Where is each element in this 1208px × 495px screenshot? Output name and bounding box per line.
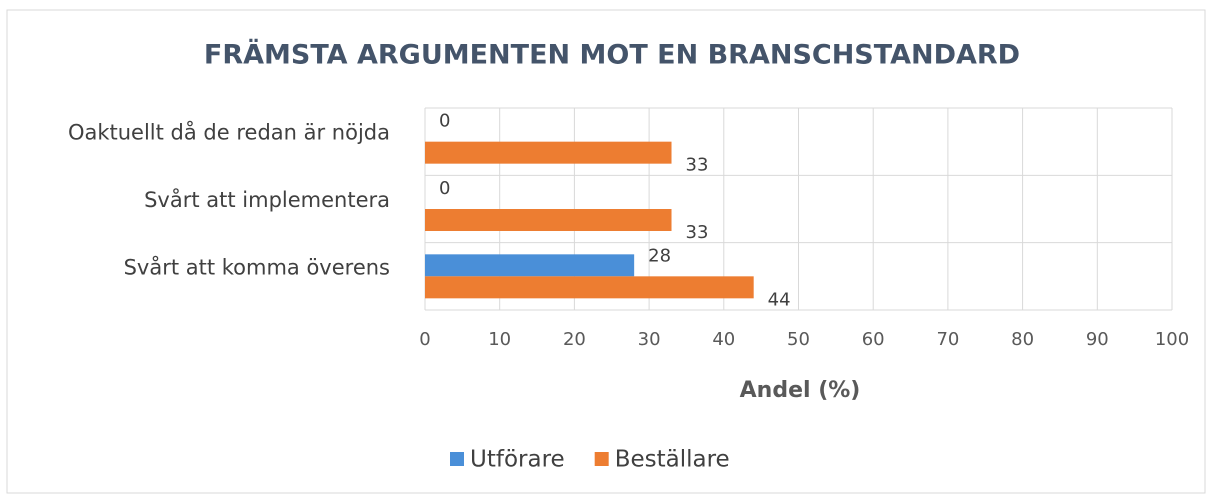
x-tick-label: 60 (862, 329, 885, 350)
x-axis-label: Andel (%) (740, 378, 861, 403)
y-tick-label: Svårt att komma överens (124, 254, 390, 279)
bar (425, 141, 672, 164)
x-tick-label: 70 (936, 329, 959, 350)
bar (425, 276, 754, 299)
bar (425, 209, 672, 231)
x-tick-label: 80 (1011, 329, 1034, 350)
x-tick-label: 50 (787, 329, 810, 350)
x-tick-label: 10 (488, 329, 511, 350)
y-tick-label: Oaktuellt då de redan är nöjda (68, 120, 390, 145)
legend-label: Utförare (470, 447, 565, 473)
x-tick-label: 40 (712, 329, 735, 350)
data-label: 33 (686, 155, 709, 176)
data-label: 0 (439, 111, 450, 132)
chart-frame (6, 9, 1206, 494)
legend-swatch (594, 452, 609, 466)
chart-title: FRÄMSTA ARGUMENTEN MOT EN BRANSCHSTANDAR… (204, 39, 1020, 71)
x-tick-label: 30 (638, 329, 661, 350)
x-tick-label: 100 (1155, 329, 1189, 350)
data-label: 28 (648, 245, 671, 266)
x-tick-label: 20 (563, 329, 586, 350)
x-tick-label: 0 (419, 329, 430, 350)
y-tick-label: Svårt att implementera (144, 187, 390, 212)
data-label: 44 (768, 289, 791, 310)
data-label: 0 (439, 178, 450, 199)
x-tick-label: 90 (1086, 329, 1109, 350)
data-label: 33 (686, 222, 709, 243)
bar (425, 254, 635, 277)
legend-swatch (450, 452, 464, 466)
legend-label: Beställare (615, 447, 730, 473)
